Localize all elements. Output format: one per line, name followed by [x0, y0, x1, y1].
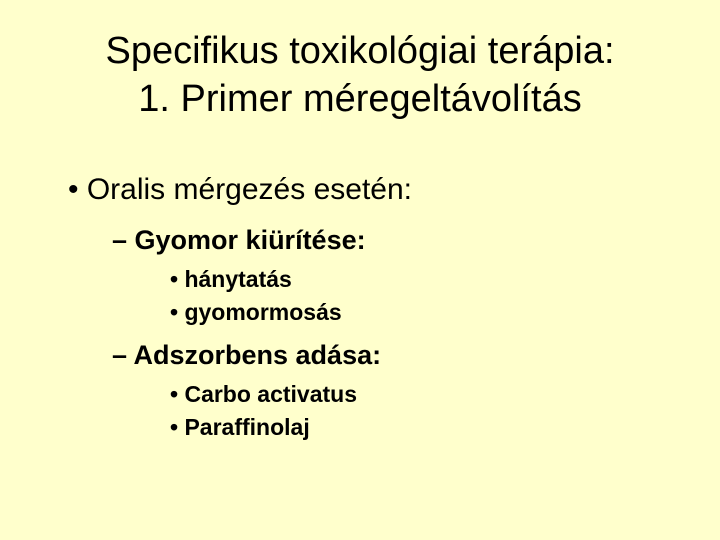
section-2-heading-text: Adszorbens adása:	[134, 340, 382, 370]
section-1: Gyomor kiürítése: hánytatás gyomormosás	[50, 225, 670, 326]
section-1-item-2-text: gyomormosás	[184, 299, 341, 325]
section-1-item-1-text: hánytatás	[184, 266, 291, 292]
title-line-2: 1. Primer méregeltávolítás	[138, 78, 582, 120]
section-2-heading: Adszorbens adása:	[112, 340, 670, 371]
section-1-item-2: gyomormosás	[170, 299, 670, 326]
section-2-item-2-text: Paraffinolaj	[184, 414, 309, 440]
section-2: Adszorbens adása: Carbo activatus Paraff…	[50, 340, 670, 441]
level1-text: Oralis mérgezés esetén:	[87, 173, 412, 206]
title-line-1: Specifikus toxikológiai terápia:	[105, 30, 614, 72]
bullet-level1: Oralis mérgezés esetén:	[68, 173, 670, 207]
section-2-item-1-text: Carbo activatus	[184, 381, 357, 407]
section-1-heading: Gyomor kiürítése:	[112, 225, 670, 256]
slide-title: Specifikus toxikológiai terápia: 1. Prim…	[50, 28, 670, 123]
section-2-item-1: Carbo activatus	[170, 381, 670, 408]
section-1-item-1: hánytatás	[170, 266, 670, 293]
section-2-item-2: Paraffinolaj	[170, 414, 670, 441]
section-1-heading-text: Gyomor kiürítése:	[135, 225, 366, 255]
